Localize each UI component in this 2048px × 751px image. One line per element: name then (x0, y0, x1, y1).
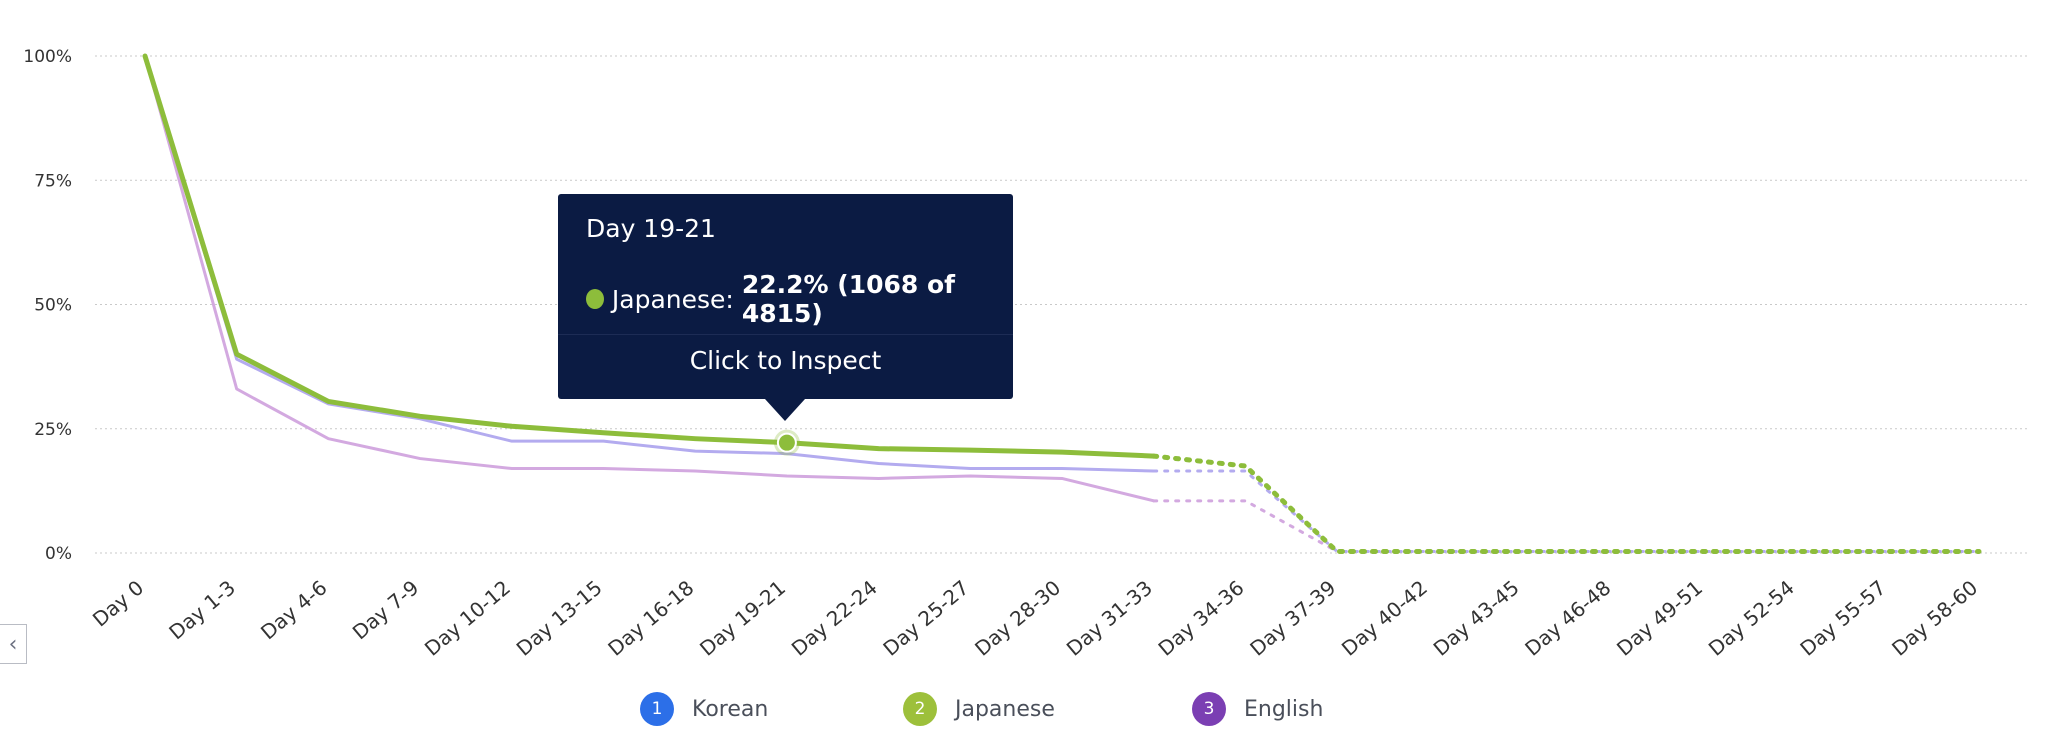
legend-item-japanese[interactable]: 2 Japanese (903, 692, 1055, 726)
y-tick-label: 25% (34, 420, 72, 440)
x-tick-label: Day 22-24 (787, 575, 882, 660)
x-tick-label: Day 34-36 (1154, 575, 1249, 660)
tooltip-divider (558, 334, 1013, 335)
legend-number-badge: 1 (640, 692, 674, 726)
legend-label: English (1244, 696, 1324, 722)
legend-label: Japanese (955, 696, 1055, 722)
y-tick-label: 75% (34, 171, 72, 191)
x-tick-label: Day 7-9 (348, 575, 424, 644)
x-tick-label: Day 19-21 (695, 575, 790, 660)
x-tick-label: Day 28-30 (970, 575, 1065, 660)
series-line-english (143, 54, 1156, 503)
x-tick-label: Day 10-12 (420, 575, 515, 660)
x-tick-label: Day 46-48 (1520, 575, 1615, 660)
legend-item-korean[interactable]: 1 Korean (640, 692, 768, 726)
x-tick-label: Day 55-57 (1795, 575, 1890, 660)
series-line-korean (143, 54, 1156, 473)
x-tick-label: Day 4-6 (256, 575, 332, 644)
x-tick-label: Day 49-51 (1612, 575, 1707, 660)
legend-label: Korean (692, 696, 769, 722)
series-projection-english (1152, 499, 1981, 554)
series-projection-japanese (1151, 453, 1982, 555)
scroll-left-button[interactable]: ‹ (0, 624, 27, 664)
x-tick-label: Day 1-3 (164, 575, 240, 644)
tooltip-series-label: Japanese: (611, 284, 734, 314)
x-tick-label: Day 13-15 (512, 575, 607, 660)
legend-number-badge: 2 (903, 692, 937, 726)
x-tick-label: Day 40-42 (1337, 575, 1432, 660)
tooltip-row: Japanese: 22.2% (1068 of 4815) (586, 270, 1013, 328)
highlight-point (776, 432, 797, 453)
x-tick-label: Day 25-27 (878, 575, 973, 660)
legend: 1 Korean 2 Japanese 3 English (0, 692, 2048, 732)
series-dot-icon (586, 289, 604, 309)
tooltip-value: 22.2% (1068 of 4815) (741, 270, 956, 328)
chevron-left-icon: ‹ (8, 631, 18, 657)
x-tick-label: Day 31-33 (1062, 575, 1157, 660)
x-tick-label: Day 52-54 (1704, 575, 1799, 660)
x-tick-label: Day 37-39 (1245, 575, 1340, 660)
y-tick-label: 100% (23, 47, 72, 67)
tooltip-title: Day 19-21 (586, 214, 716, 243)
series-line-japanese (142, 53, 1157, 459)
tooltip[interactable]: Day 19-21 Japanese: 22.2% (1068 of 4815)… (558, 194, 1013, 421)
legend-number-badge: 3 (1192, 692, 1226, 726)
y-tick-label: 0% (45, 544, 72, 564)
x-tick-label: Day 0 (88, 575, 148, 631)
x-tick-label: Day 16-18 (603, 575, 698, 660)
x-tick-label: Day 43-45 (1429, 575, 1524, 660)
y-tick-label: 50% (34, 296, 72, 316)
inspect-button[interactable]: Click to Inspect (689, 346, 882, 375)
series-projection-korean (1152, 469, 1981, 554)
x-tick-label: Day 58-60 (1887, 575, 1982, 660)
legend-item-english[interactable]: 3 English (1192, 692, 1323, 726)
